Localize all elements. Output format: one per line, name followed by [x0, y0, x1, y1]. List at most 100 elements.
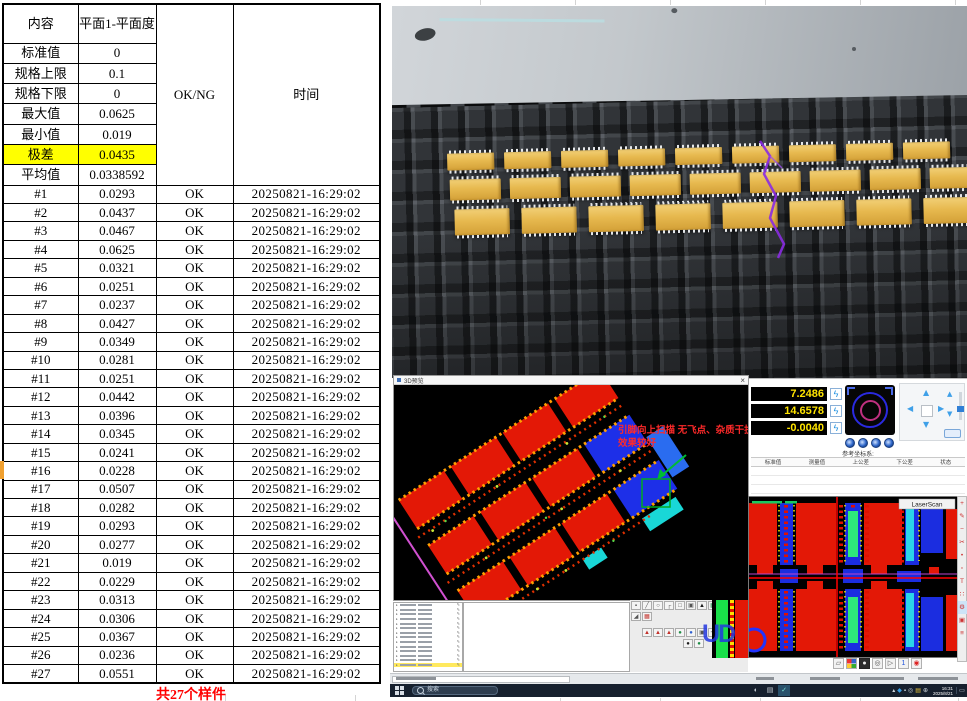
- sample-time-cell[interactable]: 20250821-16:29:02: [232, 627, 381, 647]
- header-status-cell[interactable]: OK/NG: [155, 3, 234, 186]
- sample-status-cell[interactable]: OK: [155, 405, 234, 426]
- sample-value-cell[interactable]: 0.019: [77, 553, 157, 573]
- expand-icon[interactable]: ▸: [396, 649, 398, 654]
- expand-icon[interactable]: ▸: [396, 621, 398, 626]
- stat-label-cell[interactable]: 标准值: [2, 42, 79, 64]
- toolbar-icon[interactable]: ▦: [642, 612, 652, 621]
- sample-id-cell[interactable]: #15: [2, 442, 79, 463]
- sample-time-cell[interactable]: 20250821-16:29:02: [232, 350, 381, 370]
- expand-icon[interactable]: ▸: [396, 617, 398, 622]
- feature-list-item[interactable]: ▸ ✎: [394, 653, 462, 659]
- sample-status-cell[interactable]: OK: [155, 571, 234, 592]
- sample-id-cell[interactable]: #5: [2, 258, 79, 278]
- stat-label-cell[interactable]: 极差: [2, 143, 79, 166]
- sample-time-cell[interactable]: 20250821-16:29:02: [232, 608, 381, 629]
- sample-value-cell[interactable]: 0.0551: [77, 663, 157, 684]
- edit-pencil-icon[interactable]: ✎: [456, 625, 460, 631]
- toolbar-icon[interactable]: ▲: [653, 628, 663, 637]
- sample-id-cell[interactable]: #23: [2, 590, 79, 610]
- sample-time-cell[interactable]: 20250821-16:29:02: [232, 461, 381, 481]
- feature-list-item[interactable]: ▸ ✎: [394, 630, 462, 636]
- view-control-icon[interactable]: ◉: [911, 658, 922, 669]
- sample-value-cell[interactable]: 0.0345: [77, 424, 157, 444]
- expand-icon[interactable]: ▸: [396, 653, 398, 658]
- sample-id-cell[interactable]: #21: [2, 553, 79, 573]
- sample-value-cell[interactable]: 0.0349: [77, 332, 157, 352]
- speed-slider-thumb[interactable]: [957, 406, 964, 412]
- notification-icon[interactable]: ▭: [956, 687, 967, 694]
- stat-value-cell[interactable]: 0.0625: [77, 103, 157, 125]
- edit-pencil-icon[interactable]: ✎: [456, 657, 460, 663]
- sample-status-cell[interactable]: OK: [155, 387, 234, 407]
- sample-value-cell[interactable]: 0.0251: [77, 368, 157, 389]
- dpad-center[interactable]: [921, 405, 933, 417]
- sample-value-cell[interactable]: 0.0228: [77, 461, 157, 481]
- taskbar-app-icon[interactable]: ▤: [766, 687, 774, 694]
- view-control-icon[interactable]: ▱: [833, 658, 844, 669]
- sample-value-cell[interactable]: 0.0427: [77, 313, 157, 334]
- sample-time-cell[interactable]: 20250821-16:29:02: [232, 258, 381, 278]
- feature-list-item[interactable]: ▸ ✎: [394, 621, 462, 626]
- laserscan-tool-icon[interactable]: ∷: [959, 591, 965, 598]
- sample-value-cell[interactable]: 0.0625: [77, 239, 157, 260]
- sample-status-cell[interactable]: OK: [155, 442, 234, 463]
- sample-time-cell[interactable]: 20250821-16:29:02: [232, 221, 381, 241]
- sample-value-cell[interactable]: 0.0293: [77, 184, 157, 205]
- lightning-icon[interactable]: ϟ: [830, 388, 842, 400]
- sample-status-cell[interactable]: OK: [155, 258, 234, 278]
- sample-time-cell[interactable]: 20250821-16:29:02: [232, 313, 381, 334]
- sample-status-cell[interactable]: OK: [155, 184, 234, 205]
- expand-icon[interactable]: ▸: [396, 630, 398, 635]
- view-control-icon[interactable]: 1: [898, 658, 909, 669]
- dpad-left-icon[interactable]: ◀: [907, 404, 914, 413]
- toolbar-icon[interactable]: ●: [675, 628, 685, 637]
- edit-pencil-icon[interactable]: ✎: [456, 648, 460, 654]
- sample-value-cell[interactable]: 0.0306: [77, 608, 157, 629]
- sample-status-cell[interactable]: OK: [155, 534, 234, 555]
- sample-time-cell[interactable]: 20250821-16:29:02: [232, 553, 381, 573]
- edit-pencil-icon[interactable]: ✎: [456, 643, 460, 649]
- sample-status-cell[interactable]: OK: [155, 276, 234, 297]
- feature-list-item[interactable]: ▸ ✎: [394, 663, 462, 668]
- taskbar-app-icon-active[interactable]: ✓: [778, 685, 790, 696]
- feature-list-item[interactable]: ▸ ✎: [394, 644, 462, 649]
- sample-status-cell[interactable]: OK: [155, 645, 234, 665]
- laserscan-view[interactable]: LaserScan: [741, 497, 957, 657]
- sample-id-cell[interactable]: #19: [2, 516, 79, 536]
- sample-id-cell[interactable]: #1: [2, 184, 79, 205]
- feature-list-panel[interactable]: ▸ ✎ ▸ ✎ ▸ ✎ ▸ ✎ ▸ ✎ ▸ ✎ ▸ ✎ ▸ ✎ ▸ ✎ ▸ ✎ ▸ ✎ ▸ ✎ ▸ ✎ ▸ ✎: [393, 602, 463, 672]
- taskbar-search[interactable]: 搜索: [412, 686, 498, 695]
- toolbar-icon[interactable]: ▲: [697, 601, 707, 610]
- tray-icon[interactable]: ◆: [897, 687, 902, 694]
- nudge-up-icon[interactable]: ▲: [947, 390, 953, 398]
- sample-status-cell[interactable]: OK: [155, 424, 234, 444]
- sample-id-cell[interactable]: #20: [2, 534, 79, 555]
- start-button[interactable]: [390, 684, 408, 697]
- toolbar-icon[interactable]: ┌: [664, 601, 674, 610]
- toolbar-icon[interactable]: ●: [694, 639, 704, 648]
- header-content-cell[interactable]: 内容: [2, 3, 79, 44]
- laserscan-tool-icon[interactable]: ✂: [959, 539, 965, 546]
- stat-label-cell[interactable]: 规格上限: [2, 62, 79, 85]
- close-icon[interactable]: ×: [740, 375, 745, 385]
- camera-mode-icon[interactable]: [858, 438, 868, 448]
- laserscan-window[interactable]: LaserScan: [741, 496, 958, 658]
- lightning-icon[interactable]: ϟ: [830, 405, 842, 417]
- toolbar-icon[interactable]: ▪: [631, 601, 641, 610]
- view-control-icon[interactable]: ◎: [872, 658, 883, 669]
- view-control-icon[interactable]: ▚: [846, 658, 857, 669]
- tray-icon[interactable]: ◎: [908, 687, 914, 694]
- sample-status-cell[interactable]: OK: [155, 332, 234, 352]
- sample-status-cell[interactable]: OK: [155, 479, 234, 500]
- sample-time-cell[interactable]: 20250821-16:29:02: [232, 442, 381, 463]
- jog-settings-button[interactable]: [944, 429, 961, 438]
- sample-value-cell[interactable]: 0.0467: [77, 221, 157, 241]
- expand-icon[interactable]: ▸: [396, 607, 398, 612]
- sample-time-cell[interactable]: 20250821-16:29:02: [232, 387, 381, 407]
- camera-mode-icon[interactable]: [871, 438, 881, 448]
- stat-label-cell[interactable]: 最大值: [2, 103, 79, 125]
- sample-time-cell[interactable]: 20250821-16:29:02: [232, 239, 381, 260]
- edit-pencil-icon[interactable]: ✎: [456, 606, 460, 612]
- expand-icon[interactable]: ▸: [396, 612, 398, 617]
- tray-icon[interactable]: ▴: [892, 687, 896, 694]
